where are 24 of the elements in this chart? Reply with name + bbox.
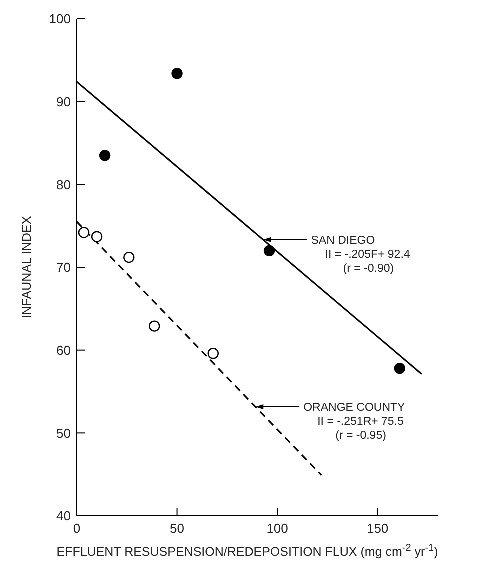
y-axis-title: INFAUNAL INDEX — [20, 216, 34, 319]
point — [91, 231, 103, 242]
point — [149, 320, 160, 332]
point — [99, 150, 111, 162]
point — [208, 348, 219, 360]
point — [394, 362, 406, 374]
x-tick-label: 150 — [366, 521, 389, 536]
y-tick-label: 90 — [56, 94, 71, 110]
annotation: ORANGE COUNTY II = -.251R+ 75.5 (r = -0.95) — [304, 402, 406, 442]
point — [78, 227, 90, 238]
point — [172, 68, 183, 80]
y-tick-label: 50 — [56, 426, 71, 441]
y-tick-label: 60 — [56, 342, 71, 358]
y-tick-label: 40 — [56, 508, 71, 524]
y-tick-label: 100 — [49, 12, 71, 27]
x-axis-title: EFFLUENT RESUSPENSION/REDEPOSITION FLUX (mg cm$^{-2}$ yr$^{-1}$) — [56, 542, 438, 559]
annotation: SAN DIEGO II = -.205F+ 92.4 (r = -0.90) — [311, 234, 411, 275]
x-tick-label: 0 — [73, 521, 81, 536]
point — [124, 252, 135, 264]
point — [264, 245, 276, 257]
y-tick-label: 80 — [56, 177, 71, 192]
x-tick-label: 100 — [266, 521, 288, 536]
y-tick-label: 70 — [56, 260, 71, 276]
x-tick-label: 50 — [170, 521, 185, 536]
